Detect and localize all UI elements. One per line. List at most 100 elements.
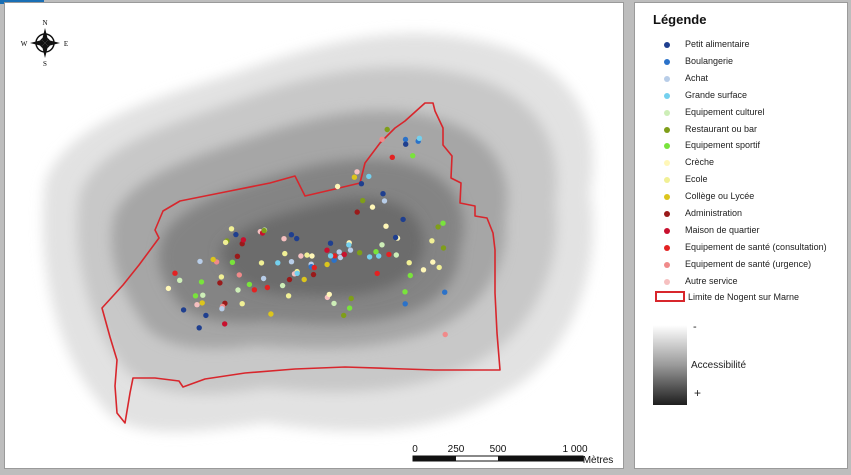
poi-marker [407, 272, 413, 279]
poi-marker [180, 307, 187, 313]
poi-marker [379, 136, 385, 142]
poi-marker [301, 276, 307, 283]
poi-marker [402, 289, 408, 295]
legend-label: Equipement culturel [685, 106, 765, 117]
scale-tick-500: 500 [490, 444, 507, 455]
poi-marker [331, 253, 338, 259]
poi-marker [389, 154, 395, 160]
poi-marker [379, 242, 385, 248]
poi-marker [264, 284, 271, 291]
accessibility-surface [43, 33, 594, 432]
poi-marker [326, 291, 332, 298]
compass-e: E [64, 40, 68, 48]
poi-marker [217, 280, 223, 286]
poi-marker [309, 253, 315, 259]
legend-item: Administration [635, 208, 849, 222]
legend-swatch [664, 42, 670, 48]
compass-s: S [43, 60, 47, 68]
poi-marker [288, 232, 295, 238]
poi-marker [354, 169, 360, 175]
legend-item: Crèche [635, 157, 849, 171]
poi-marker [348, 295, 354, 302]
poi-marker [240, 237, 247, 243]
poi-marker [384, 126, 390, 133]
legend-label: Restaurant ou bar [685, 123, 758, 134]
poi-marker [219, 306, 225, 312]
map-panel[interactable]: N S E W 0 250 500 1 000 Mètres [4, 2, 624, 469]
poi-marker [381, 198, 388, 204]
legend-label: Equipement de santé (consultation) [685, 241, 827, 252]
poi-marker [222, 239, 229, 246]
poi-marker [222, 321, 228, 327]
accessibility-ramp [653, 325, 687, 405]
poi-marker [246, 281, 253, 288]
poi-marker [346, 242, 352, 248]
legend-label: Petit alimentaire [685, 39, 750, 49]
legend-swatch [664, 244, 670, 251]
legend-item: Restaurant ou bar [635, 124, 849, 138]
poi-marker [310, 271, 317, 278]
legend-label: Ecole [685, 174, 708, 185]
scale-tick-1000: 1 000 [562, 444, 587, 455]
poi-marker [366, 254, 373, 260]
legend-item: Autre service [635, 276, 849, 290]
poi-marker [380, 191, 386, 197]
poi-marker [197, 258, 203, 265]
poi-marker [194, 302, 200, 308]
legend-item: Equipement culturel [635, 107, 849, 121]
legend-label: Achat [685, 72, 709, 83]
legend-swatch [664, 211, 670, 217]
poi-marker [337, 254, 344, 261]
legend-swatch [664, 194, 670, 201]
poi-marker [282, 250, 288, 257]
poi-marker [324, 247, 330, 253]
poi-marker [177, 277, 183, 283]
poi-marker [285, 293, 292, 299]
legend-item: Petit alimentaire [635, 39, 849, 53]
scale-tick-250: 250 [448, 444, 465, 455]
scale-unit: Mètres [583, 455, 614, 466]
poi-marker [341, 251, 347, 258]
poi-marker [369, 204, 376, 210]
poi-marker [331, 300, 337, 307]
poi-marker [373, 249, 379, 255]
poi-marker [304, 252, 310, 258]
poi-marker [429, 238, 435, 244]
legend-item: Achat [635, 73, 849, 87]
legend-swatch [664, 177, 670, 184]
poi-marker [233, 231, 239, 238]
legend-swatch [664, 143, 670, 150]
scale-bar: 0 250 500 1 000 Mètres [412, 444, 613, 466]
compass-rose: N S E W [21, 19, 68, 68]
accessibility-max-label: + [694, 386, 702, 400]
poi-marker [239, 301, 245, 307]
legend-swatch [664, 75, 670, 82]
poi-marker [393, 252, 399, 258]
legend-swatch [664, 160, 670, 167]
map-canvas[interactable]: N S E W 0 250 500 1 000 Mètres [5, 3, 623, 468]
boundary-label: Limite de Nogent sur Marne [688, 292, 800, 302]
poi-marker [199, 300, 205, 306]
legend-label: Autre service [685, 275, 738, 286]
poi-marker [376, 253, 382, 259]
poi-marker [294, 270, 300, 276]
poi-marker [435, 224, 441, 230]
poi-marker [336, 249, 342, 255]
poi-marker [198, 279, 205, 285]
poi-marker [311, 264, 317, 271]
poi-marker [172, 270, 178, 276]
poi-marker [165, 285, 172, 292]
poi-marker [275, 260, 281, 266]
poi-marker [288, 259, 295, 265]
poi-marker [234, 253, 241, 259]
poi-marker [402, 136, 409, 143]
poi-marker [347, 247, 354, 253]
legend-swatch [664, 126, 670, 133]
poi-marker [200, 292, 206, 298]
legend-item: Equipement sportif [635, 140, 849, 154]
legend-title: Légende [653, 12, 707, 27]
legend-swatch [664, 261, 670, 268]
legend-item: Grande surface [635, 90, 849, 104]
compass-n: N [42, 19, 47, 27]
poi-layer [165, 126, 448, 338]
